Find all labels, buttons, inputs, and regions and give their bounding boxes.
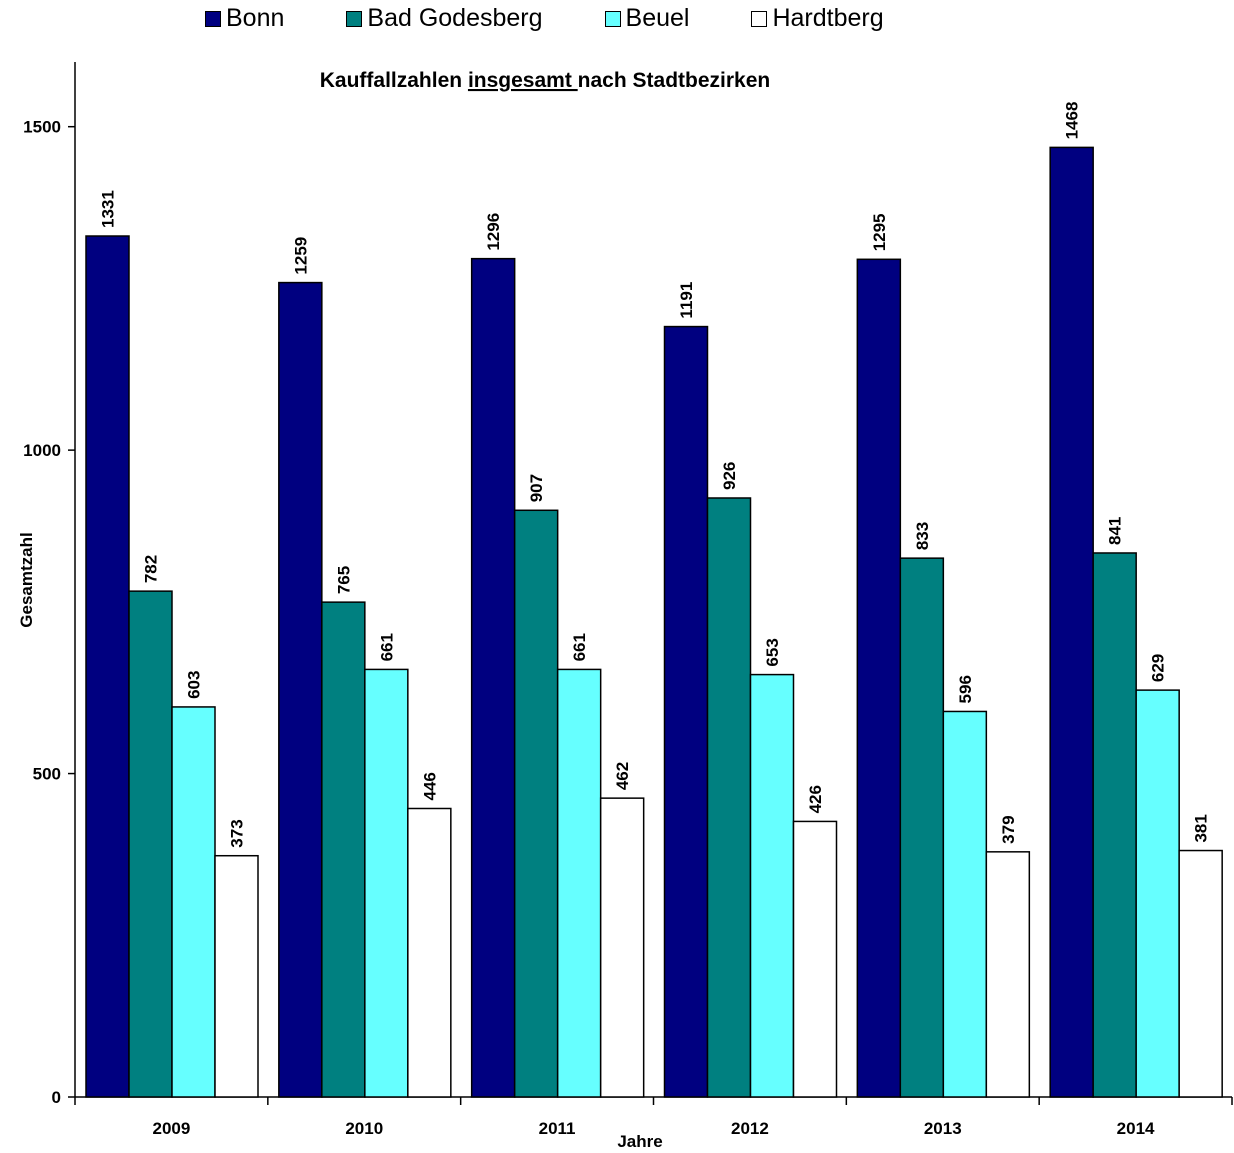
legend-label-hardtberg: Hardtberg	[772, 4, 884, 32]
data-label: 653	[763, 638, 782, 666]
bar	[513, 509, 559, 1098]
x-tick-label: 2013	[924, 1119, 962, 1138]
legend-label-bonn: Bonn	[226, 4, 285, 32]
data-label: 1295	[870, 213, 889, 251]
bar	[899, 557, 945, 1098]
bar	[556, 668, 602, 1098]
data-label: 1331	[99, 190, 118, 228]
data-label: 661	[377, 633, 396, 661]
y-axis-label: Gesamtzahl	[17, 532, 36, 627]
data-label: 1259	[291, 237, 310, 275]
legend-item-hardtberg: Hardtberg	[751, 4, 884, 33]
bar	[85, 235, 130, 1098]
data-label: 1468	[1063, 102, 1082, 140]
data-label: 907	[527, 474, 546, 502]
x-tick-label: 2012	[731, 1119, 769, 1138]
legend-swatch-bad-godesberg	[346, 10, 363, 27]
data-label: 379	[999, 815, 1018, 843]
data-label: 446	[420, 772, 439, 800]
x-tick-label: 2011	[539, 1119, 576, 1138]
legend-label-beuel: Beuel	[625, 4, 690, 32]
bar	[985, 851, 1031, 1098]
data-label: 782	[142, 555, 161, 583]
data-label: 833	[913, 522, 932, 550]
bar	[470, 257, 516, 1098]
data-label: 426	[806, 785, 825, 813]
data-label: 1296	[484, 213, 503, 251]
data-label: 1191	[677, 282, 696, 319]
data-label: 596	[956, 675, 975, 703]
bar	[214, 854, 259, 1098]
bar	[1049, 146, 1094, 1098]
y-tick-label: 0	[52, 1088, 61, 1107]
data-label: 926	[720, 462, 739, 490]
bar	[278, 281, 323, 1098]
x-tick-label: 2010	[345, 1119, 383, 1138]
data-label: 603	[185, 671, 204, 699]
y-tick-label: 1000	[23, 441, 61, 460]
legend-swatch-beuel	[604, 10, 621, 27]
y-tick-label: 1500	[23, 118, 61, 137]
bar	[1092, 552, 1137, 1098]
bar	[407, 807, 452, 1098]
legend-swatch-bonn	[205, 10, 221, 27]
data-label: 373	[228, 819, 247, 847]
bar	[706, 497, 752, 1098]
bar	[1135, 689, 1180, 1098]
bar	[321, 601, 366, 1098]
data-label: 841	[1106, 517, 1125, 545]
x-tick-label: 2014	[1117, 1119, 1155, 1138]
x-tick-label: 2009	[153, 1119, 191, 1138]
legend-label-bad-godesberg: Bad Godesberg	[367, 4, 543, 32]
bar	[128, 590, 173, 1098]
chart-title: Kauffallzahlen insgesamt nach Stadtbezir…	[320, 69, 770, 92]
bar	[942, 710, 988, 1098]
x-axis-label: Jahre	[617, 1132, 662, 1151]
data-label: 765	[334, 566, 353, 594]
data-label: 629	[1149, 654, 1168, 682]
bar	[663, 325, 709, 1098]
legend: Bonn Bad Godesberg Beuel Hardtberg	[205, 4, 884, 33]
bar	[599, 797, 645, 1098]
legend-item-bonn: Bonn	[205, 4, 284, 33]
legend-swatch-hardtberg	[751, 10, 768, 27]
bar	[749, 673, 795, 1098]
bar	[364, 668, 409, 1098]
legend-item-beuel: Beuel	[604, 4, 690, 33]
data-label: 661	[570, 633, 589, 661]
bar	[171, 706, 216, 1098]
bar	[792, 820, 838, 1098]
legend-item-bad-godesberg: Bad Godesberg	[346, 4, 543, 33]
data-label: 381	[1192, 814, 1211, 842]
data-label: 462	[613, 762, 632, 790]
y-tick-label: 500	[33, 765, 61, 784]
bar	[1178, 849, 1223, 1098]
bar	[856, 258, 902, 1098]
